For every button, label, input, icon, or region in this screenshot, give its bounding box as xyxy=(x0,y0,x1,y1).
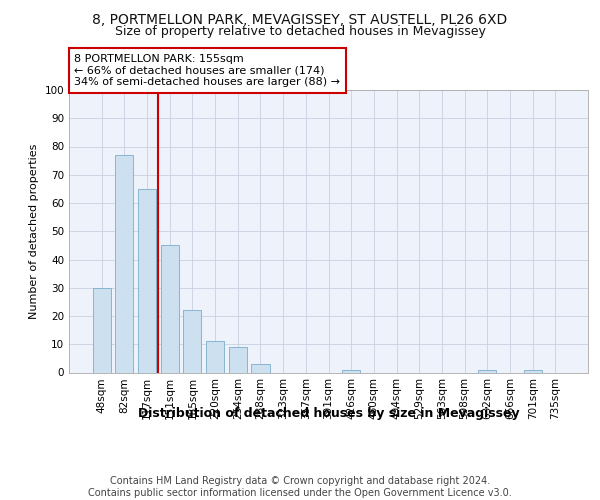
Bar xyxy=(229,347,247,372)
Bar xyxy=(184,310,202,372)
Text: 8, PORTMELLON PARK, MEVAGISSEY, ST AUSTELL, PL26 6XD: 8, PORTMELLON PARK, MEVAGISSEY, ST AUSTE… xyxy=(92,12,508,26)
Bar xyxy=(138,189,156,372)
Bar xyxy=(342,370,360,372)
Bar xyxy=(478,370,496,372)
Text: Distribution of detached houses by size in Mevagissey: Distribution of detached houses by size … xyxy=(138,408,520,420)
Text: 8 PORTMELLON PARK: 155sqm
← 66% of detached houses are smaller (174)
34% of semi: 8 PORTMELLON PARK: 155sqm ← 66% of detac… xyxy=(74,54,340,87)
Bar xyxy=(206,342,224,372)
Bar xyxy=(524,370,542,372)
Y-axis label: Number of detached properties: Number of detached properties xyxy=(29,144,39,319)
Text: Size of property relative to detached houses in Mevagissey: Size of property relative to detached ho… xyxy=(115,25,485,38)
Bar xyxy=(115,155,133,372)
Text: Contains HM Land Registry data © Crown copyright and database right 2024.
Contai: Contains HM Land Registry data © Crown c… xyxy=(88,476,512,498)
Bar xyxy=(251,364,269,372)
Bar xyxy=(161,246,179,372)
Bar xyxy=(92,288,111,372)
